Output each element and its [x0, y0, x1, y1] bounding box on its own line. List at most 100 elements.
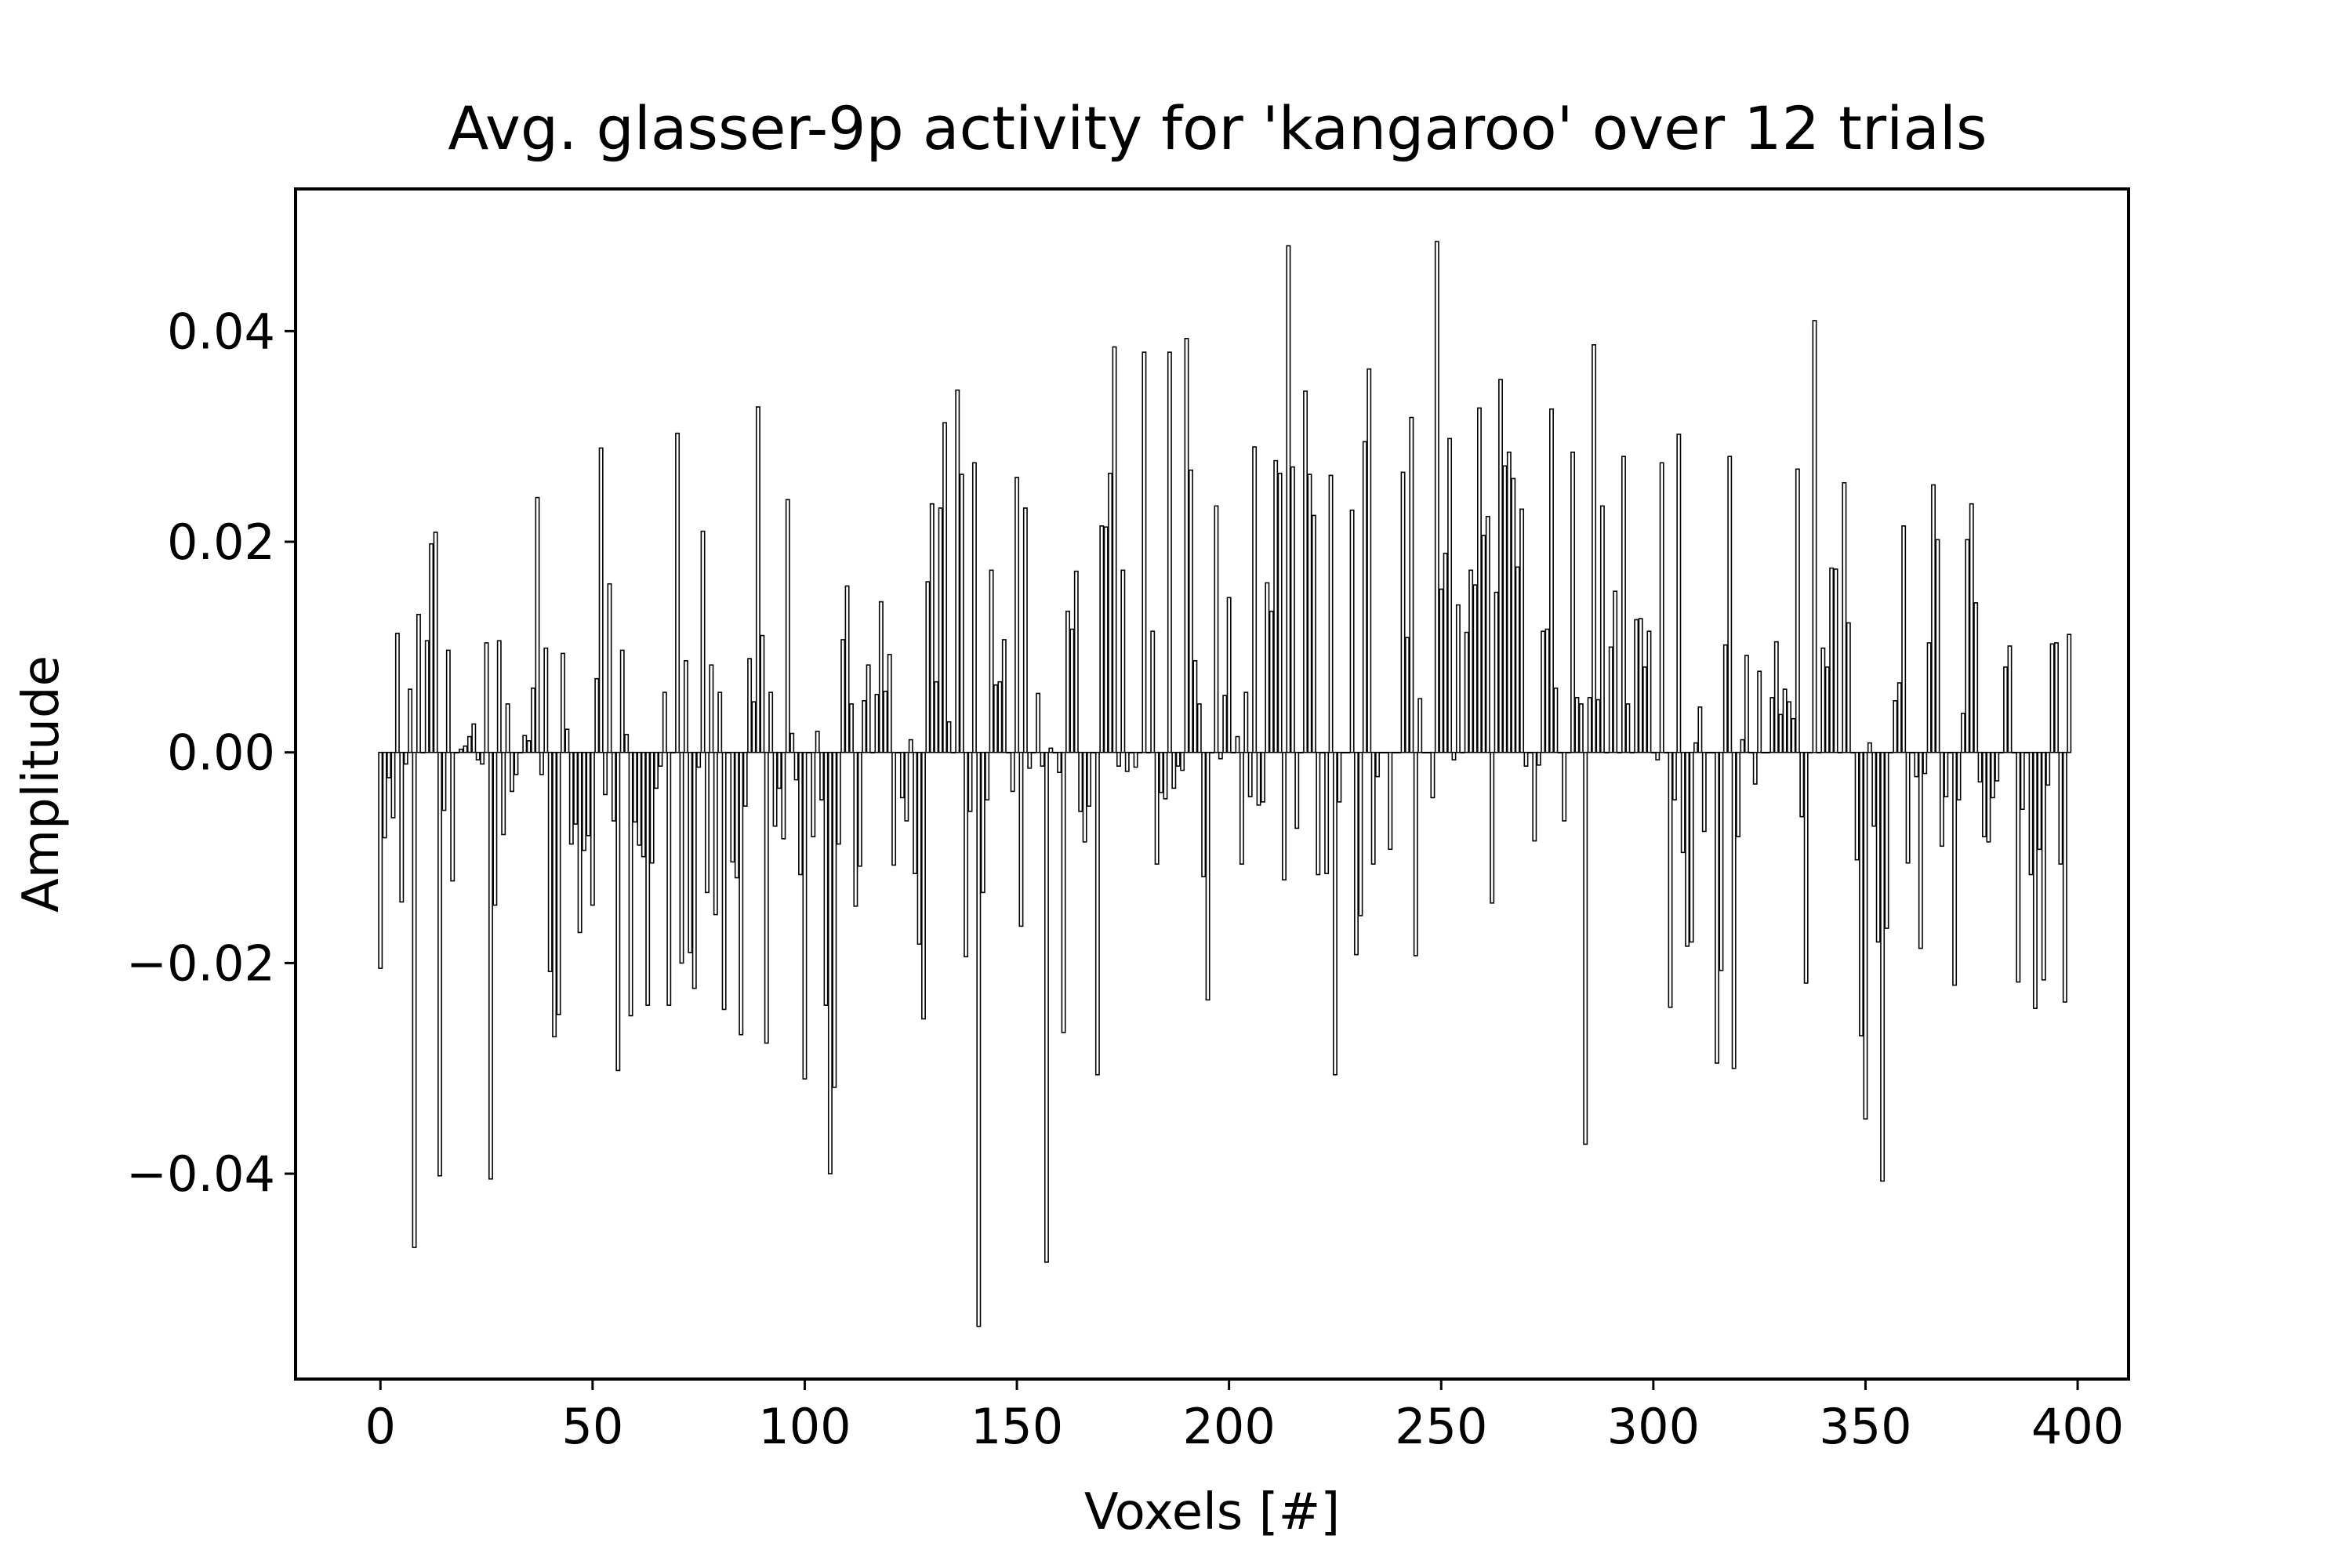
bar: [1791, 717, 1796, 753]
bar: [1103, 526, 1109, 753]
y-axis-ticks: −0.04 −0.02 0.00 0.02 0.04: [126, 303, 296, 1203]
bar: [382, 751, 387, 839]
bar: [1994, 751, 2000, 782]
bar: [1715, 751, 1720, 1064]
bar: [1468, 569, 1474, 753]
bar: [1142, 351, 1147, 753]
bar: [459, 748, 464, 753]
bar: [989, 569, 994, 753]
bar: [1642, 666, 1647, 753]
bar: [2016, 751, 2021, 983]
bar: [1502, 465, 1508, 753]
bar: [1430, 751, 1436, 799]
bar: [1214, 505, 1219, 753]
bar: [1099, 525, 1105, 753]
bar: [645, 751, 651, 1006]
bar: [1413, 751, 1418, 956]
bar: [403, 751, 408, 765]
bar: [1939, 751, 1944, 848]
plot-area-frame: [294, 187, 2130, 1381]
bar: [1036, 692, 1041, 753]
bar: [971, 462, 977, 753]
bar: [568, 751, 574, 845]
bar: [1400, 471, 1406, 753]
bar: [798, 751, 803, 876]
bar: [1587, 697, 1592, 753]
bar: [1701, 751, 1707, 833]
bar: [1273, 459, 1279, 753]
bar: [1205, 751, 1210, 1001]
bar: [505, 703, 510, 753]
bar: [1311, 514, 1316, 753]
bar: [577, 751, 583, 934]
bar: [1201, 751, 1207, 878]
bar: [730, 751, 735, 863]
bar: [632, 751, 637, 823]
bar: [964, 751, 969, 958]
bar: [573, 751, 579, 825]
x-axis-ticks: 0 50 100 150 200 250 300 350 400: [365, 1379, 2124, 1455]
bar: [1218, 751, 1223, 760]
bar: [522, 735, 528, 753]
bar: [1222, 695, 1228, 753]
bar: [429, 543, 434, 753]
bar: [1646, 630, 1652, 753]
bar: [1685, 751, 1690, 947]
bar: [1595, 699, 1601, 753]
x-tick-label: 150: [971, 1398, 1063, 1455]
bar: [1048, 747, 1054, 753]
bar: [1820, 647, 1826, 753]
bar: [484, 642, 489, 753]
bar: [510, 751, 514, 793]
bar: [607, 583, 612, 753]
bar: [916, 751, 922, 945]
bar: [2003, 666, 2009, 753]
bar: [1592, 344, 1597, 753]
bar: [666, 751, 672, 1006]
bar: [1570, 452, 1575, 753]
bar: [1481, 535, 1486, 753]
bar: [857, 751, 862, 867]
bar: [811, 751, 816, 837]
bar: [1316, 751, 1321, 876]
bar: [764, 751, 769, 1044]
bar: [1608, 646, 1613, 753]
bar: [1871, 751, 1877, 827]
bar: [1260, 751, 1265, 803]
bar: [1184, 337, 1189, 753]
bar: [624, 734, 630, 753]
bar: [1409, 416, 1414, 753]
bar: [1655, 751, 1661, 760]
bar: [840, 639, 846, 753]
bar: [416, 613, 421, 753]
bar: [1282, 751, 1287, 881]
bar: [1867, 742, 1872, 753]
bar: [1439, 588, 1444, 753]
bar: [594, 677, 600, 753]
y-tick-label: 0.02: [167, 514, 275, 571]
bar: [1358, 751, 1363, 916]
bar: [1905, 751, 1911, 864]
bar: [1854, 751, 1860, 861]
bar: [1846, 622, 1851, 753]
bar: [2054, 642, 2059, 753]
bar: [619, 649, 625, 753]
bar: [704, 751, 710, 894]
bar: [1120, 569, 1126, 753]
bar: [1680, 751, 1686, 854]
bar: [1880, 751, 1886, 1182]
bar: [1235, 735, 1240, 753]
bar: [2067, 633, 2072, 753]
bar: [1986, 751, 1991, 843]
bar: [827, 751, 833, 1174]
bar: [1697, 706, 1703, 753]
x-tick-label: 400: [2031, 1398, 2124, 1455]
bar: [450, 751, 456, 882]
bar: [1133, 751, 1138, 768]
bar: [1337, 751, 1342, 803]
bar: [1676, 434, 1682, 753]
bar: [691, 751, 697, 989]
bar: [819, 751, 825, 800]
bar: [1884, 751, 1889, 929]
bar: [2032, 751, 2038, 1009]
